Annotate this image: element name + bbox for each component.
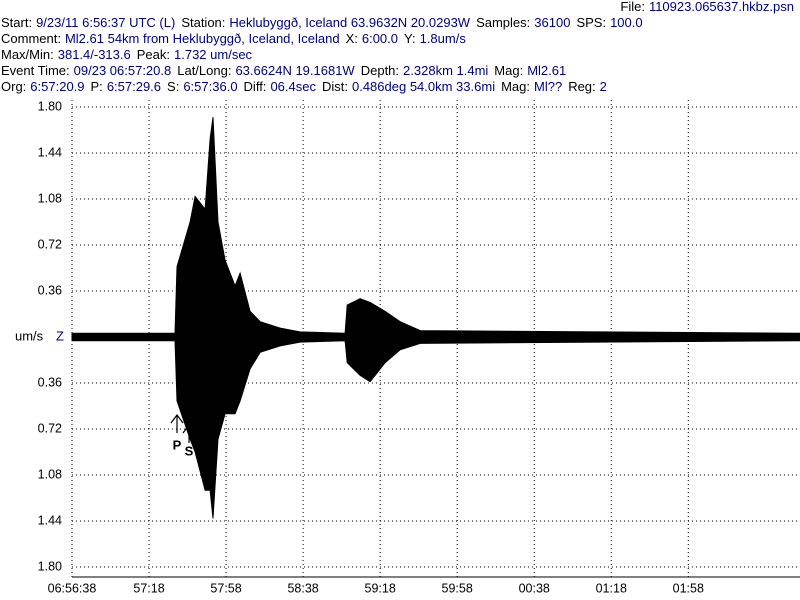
header-label: S: bbox=[167, 79, 179, 94]
y-unit: um/s bbox=[15, 328, 44, 343]
header-value: 381.4/-313.6 bbox=[58, 47, 131, 62]
header-value: 06.4sec bbox=[270, 79, 316, 94]
x-tick-label: 59:18 bbox=[365, 581, 396, 595]
x-tick-label: 57:58 bbox=[210, 581, 241, 595]
header-label: File: bbox=[620, 0, 645, 14]
phase-label: S bbox=[185, 443, 194, 458]
header-value: 100.0 bbox=[610, 15, 643, 30]
y-tick-label: 0.36 bbox=[38, 283, 62, 297]
phase-label: P bbox=[173, 437, 182, 452]
waveform-envelope bbox=[71, 336, 800, 519]
header-label: Reg: bbox=[568, 79, 595, 94]
header-value: 6:57:20.9 bbox=[30, 79, 84, 94]
header-value: Ml?? bbox=[534, 79, 562, 94]
y-tick-label: 1.80 bbox=[38, 99, 62, 113]
x-tick-label: 59:58 bbox=[442, 581, 473, 595]
header-label: Station: bbox=[181, 15, 225, 30]
header-label: SPS: bbox=[576, 15, 606, 30]
header-label: P: bbox=[91, 79, 103, 94]
header-value: 6:57:36.0 bbox=[183, 79, 237, 94]
y-tick-label: 1.08 bbox=[38, 191, 62, 205]
header-value: 9/23/11 6:56:37 UTC (L) bbox=[36, 15, 175, 30]
y-tick-label: 1.80 bbox=[38, 559, 62, 573]
header-line: Event Time: 09/23 06:57:20.8 Lat/Long: 63.6… bbox=[1, 63, 566, 78]
y-tick-label: 1.44 bbox=[38, 145, 62, 159]
waveform-envelope bbox=[71, 117, 800, 338]
header-label: Mag: bbox=[494, 63, 523, 78]
x-tick-label: 06:56:38 bbox=[48, 581, 97, 595]
header-label: Max/Min: bbox=[1, 47, 54, 62]
header-label: Depth: bbox=[361, 63, 399, 78]
x-tick-label: 58:38 bbox=[287, 581, 318, 595]
y-tick-label: 0.72 bbox=[38, 421, 62, 435]
y-tick-label: 1.08 bbox=[38, 467, 62, 481]
header-value: 6:00.0 bbox=[362, 31, 398, 46]
file-name: File: 110923.065637.hkbz.psn bbox=[620, 0, 794, 14]
phase-arrow bbox=[170, 414, 184, 433]
header-value: 63.6624N 19.1681W bbox=[235, 63, 355, 78]
header-line: Comment: Ml2.61 54km from Heklubyggð, Ice… bbox=[1, 31, 466, 46]
x-tick-label: 01:18 bbox=[596, 581, 627, 595]
header-value: Ml2.61 bbox=[527, 63, 566, 78]
header-label: Org: bbox=[1, 79, 26, 94]
channel: Z bbox=[56, 328, 64, 343]
header-value: 2.328km 1.4mi bbox=[403, 63, 488, 78]
header-label: Samples: bbox=[476, 15, 530, 30]
header-label: Y: bbox=[404, 31, 416, 46]
y-tick-label: 1.44 bbox=[38, 513, 62, 527]
header-value: 110923.065637.hkbz.psn bbox=[649, 0, 794, 14]
header-value: Heklubyggð, Iceland 63.9632N 20.0293W bbox=[229, 15, 470, 30]
y-tick-label: 0.72 bbox=[38, 237, 62, 251]
header-value: 09/23 06:57:20.8 bbox=[74, 63, 172, 78]
header-value: 0.486deg 54.0km 33.6mi bbox=[352, 79, 495, 94]
header-label: X: bbox=[346, 31, 358, 46]
header-line: Org: 6:57:20.9 P: 6:57:29.6 S: 6:57:36.0 Diff:… bbox=[1, 79, 607, 94]
phase-arrow bbox=[182, 424, 196, 443]
header-value: Ml2.61 54km from Heklubyggð, Iceland, Ic… bbox=[65, 31, 340, 46]
header-label: Peak: bbox=[137, 47, 170, 62]
header-value: 1.8um/s bbox=[420, 31, 467, 46]
header-label: Mag: bbox=[501, 79, 530, 94]
header-label: Event Time: bbox=[1, 63, 70, 78]
header-label: Diff: bbox=[244, 79, 267, 94]
x-tick-label: 57:18 bbox=[133, 581, 164, 595]
header-value: 36100 bbox=[534, 15, 570, 30]
header-line: Start: 9/23/11 6:56:37 UTC (L) Station: Hek… bbox=[1, 15, 643, 30]
header-label: Comment: bbox=[1, 31, 61, 46]
x-tick-label: 01:58 bbox=[673, 581, 704, 595]
header-value: 6:57:29.6 bbox=[107, 79, 161, 94]
x-tick-label: 00:38 bbox=[519, 581, 550, 595]
header-label: Start: bbox=[1, 15, 32, 30]
header-label: Lat/Long: bbox=[177, 63, 231, 78]
header-line: Max/Min: 381.4/-313.6 Peak: 1.732 um/sec bbox=[1, 47, 253, 62]
header-label: Dist: bbox=[322, 79, 348, 94]
y-tick-label: 0.36 bbox=[38, 375, 62, 389]
header-value: 2 bbox=[600, 79, 607, 94]
header-value: 1.732 um/sec bbox=[174, 47, 253, 62]
